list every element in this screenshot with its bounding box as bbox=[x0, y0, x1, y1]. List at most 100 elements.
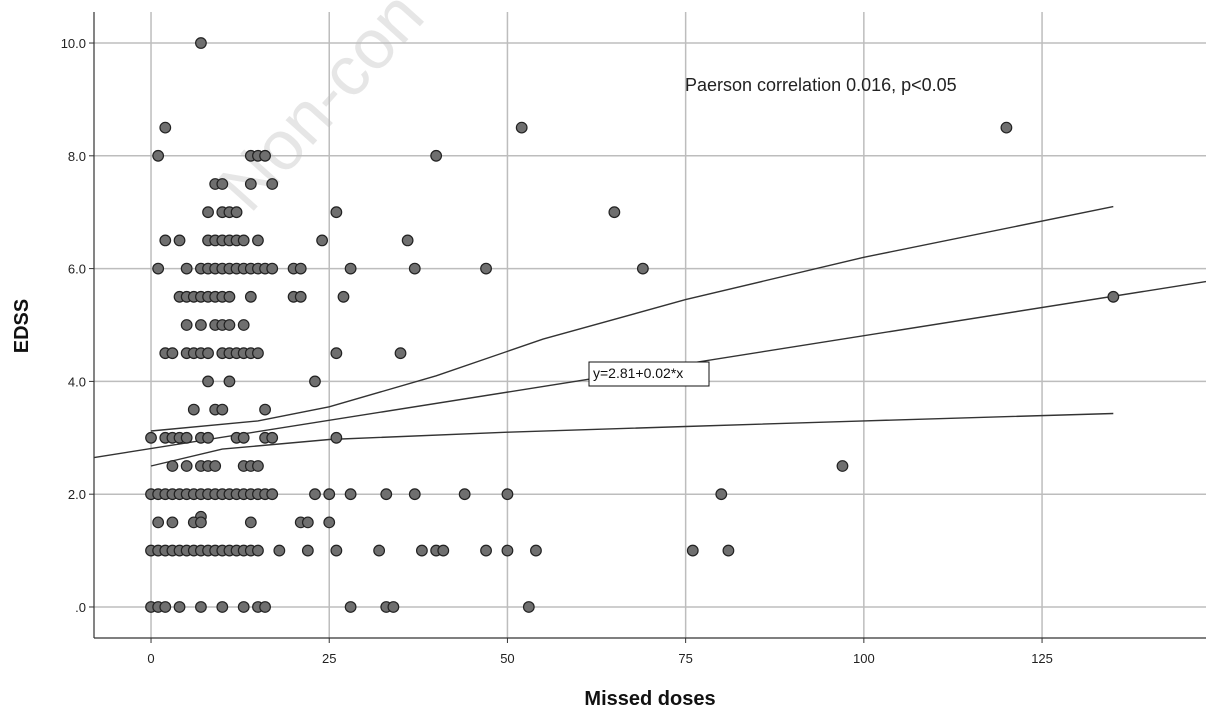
y-tick-label: 2.0 bbox=[68, 487, 86, 502]
data-point bbox=[301, 516, 314, 529]
data-point bbox=[187, 403, 200, 416]
data-point bbox=[244, 290, 257, 303]
data-point bbox=[202, 206, 214, 219]
data-point bbox=[237, 431, 250, 444]
data-point bbox=[330, 544, 343, 557]
data-point bbox=[430, 149, 443, 162]
data-point bbox=[216, 178, 229, 190]
data-point bbox=[344, 262, 357, 275]
data-point bbox=[180, 262, 193, 275]
y-tick-label: .0 bbox=[75, 600, 86, 615]
x-tick-label: 25 bbox=[322, 651, 336, 666]
y-tick-label: 10.0 bbox=[61, 36, 86, 51]
watermark: Non-con bbox=[203, 0, 438, 225]
x-tick-label: 75 bbox=[678, 651, 692, 666]
data-point bbox=[266, 178, 279, 190]
data-point bbox=[273, 544, 286, 557]
data-point bbox=[636, 262, 649, 275]
data-point bbox=[202, 431, 214, 444]
data-point bbox=[836, 460, 849, 472]
data-point bbox=[330, 206, 343, 219]
data-point bbox=[259, 149, 271, 162]
y-axis-ticks: .0 2.0 4.0 6.0 8.0 10.0 bbox=[61, 36, 94, 615]
data-point bbox=[608, 206, 621, 219]
data-point bbox=[266, 431, 279, 444]
fit-equation-box bbox=[588, 361, 710, 387]
data-point bbox=[387, 601, 400, 613]
data-point bbox=[259, 403, 271, 416]
data-point bbox=[180, 460, 193, 472]
data-point bbox=[408, 262, 421, 275]
data-point bbox=[159, 601, 172, 613]
data-point bbox=[202, 347, 214, 360]
data-point bbox=[252, 347, 264, 360]
data-point bbox=[415, 544, 428, 557]
data-point bbox=[173, 234, 186, 247]
grid-lines bbox=[94, 12, 1206, 638]
x-axis-ticks: 0 25 50 75 100 125 bbox=[147, 638, 1053, 666]
data-point bbox=[237, 234, 250, 247]
data-point bbox=[223, 290, 236, 303]
data-point bbox=[180, 319, 193, 331]
data-point bbox=[252, 460, 264, 472]
x-tick-label: 125 bbox=[1031, 651, 1053, 666]
data-point bbox=[323, 516, 336, 529]
data-point bbox=[330, 347, 343, 360]
data-point bbox=[166, 516, 179, 529]
data-point bbox=[266, 488, 279, 501]
fit-equation-text: y=2.81+0.02*x bbox=[593, 365, 683, 381]
data-point bbox=[373, 544, 386, 557]
x-tick-label: 50 bbox=[500, 651, 514, 666]
data-point bbox=[252, 544, 264, 557]
data-point bbox=[294, 290, 307, 303]
data-point bbox=[344, 488, 357, 501]
data-point bbox=[152, 149, 165, 162]
data-point bbox=[216, 403, 229, 416]
axes bbox=[93, 12, 1206, 639]
data-point bbox=[401, 234, 414, 247]
data-point bbox=[166, 460, 179, 472]
data-point bbox=[237, 319, 250, 331]
data-point bbox=[323, 488, 336, 501]
data-point bbox=[501, 544, 514, 557]
y-axis-title: EDSS bbox=[11, 299, 33, 353]
data-point bbox=[252, 234, 264, 247]
data-point bbox=[686, 544, 699, 557]
data-points bbox=[145, 37, 1120, 613]
data-point bbox=[195, 37, 207, 49]
data-point bbox=[501, 488, 514, 501]
data-point bbox=[180, 431, 193, 444]
ci-upper-line bbox=[150, 205, 1114, 432]
data-point bbox=[301, 544, 314, 557]
data-point bbox=[437, 544, 450, 557]
data-point bbox=[337, 290, 350, 303]
x-tick-label: 100 bbox=[853, 651, 875, 666]
ci-lower-line bbox=[150, 412, 1114, 467]
data-point bbox=[166, 347, 179, 360]
data-point bbox=[522, 601, 535, 613]
data-point bbox=[202, 375, 214, 388]
y-tick-label: 6.0 bbox=[68, 262, 86, 277]
data-point bbox=[216, 601, 229, 613]
data-point bbox=[458, 488, 471, 501]
y-tick-label: 4.0 bbox=[68, 374, 86, 389]
data-point bbox=[309, 488, 321, 501]
data-point bbox=[152, 516, 165, 529]
correlation-annotation: Paerson correlation 0.016, p<0.05 bbox=[685, 75, 957, 95]
data-point bbox=[480, 262, 492, 275]
data-point bbox=[715, 488, 728, 501]
data-point bbox=[515, 121, 528, 134]
data-point bbox=[294, 262, 307, 275]
data-point bbox=[344, 601, 357, 613]
data-point bbox=[244, 178, 257, 190]
data-point bbox=[230, 206, 243, 219]
data-point bbox=[480, 544, 492, 557]
x-tick-label: 0 bbox=[147, 651, 154, 666]
data-point bbox=[223, 319, 236, 331]
data-point bbox=[309, 375, 321, 388]
data-point bbox=[266, 262, 279, 275]
data-point bbox=[195, 319, 207, 331]
data-point bbox=[237, 601, 250, 613]
data-point bbox=[259, 601, 271, 613]
